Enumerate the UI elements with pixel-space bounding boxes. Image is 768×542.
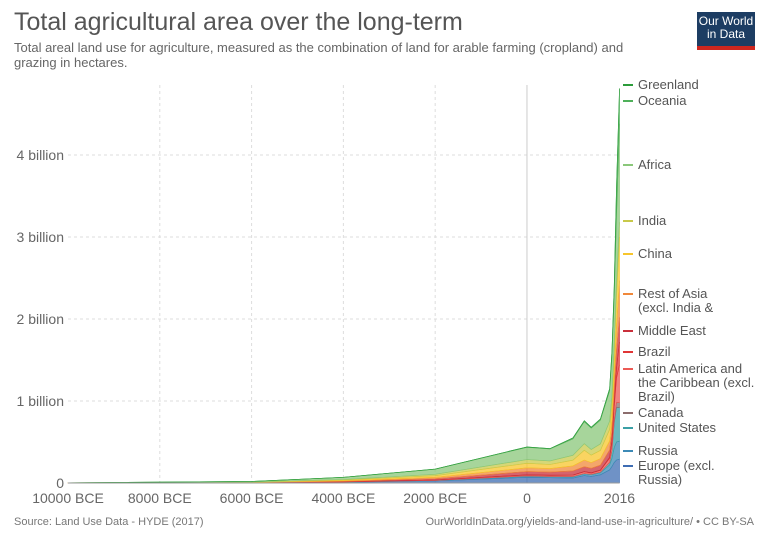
legend-label-line: Middle East bbox=[638, 323, 706, 338]
legend-label-line: Africa bbox=[638, 157, 672, 172]
legend-label-line: China bbox=[638, 246, 673, 261]
legend-label-line: India bbox=[638, 213, 667, 228]
legend-label: Middle East bbox=[638, 323, 706, 338]
legend-label: India bbox=[638, 213, 667, 228]
license-url[interactable]: OurWorldInData.org/yields-and-land-use-i… bbox=[425, 516, 755, 528]
legend-label: United States bbox=[638, 420, 717, 435]
legend-label: Greenland bbox=[638, 77, 699, 92]
legend-label-line: Latin America and bbox=[638, 361, 742, 376]
chart-title: Total agricultural area over the long-te… bbox=[14, 8, 463, 36]
x-tick-label: 6000 BCE bbox=[220, 490, 284, 506]
legend-label: Canada bbox=[638, 405, 684, 420]
axes: 0 1 billion 2 billion 3 billion 4 billion 100… bbox=[17, 147, 636, 506]
legend-label-line: Oceania bbox=[638, 93, 687, 108]
y-tick-label: 3 billion bbox=[17, 229, 64, 245]
stacked-areas bbox=[67, 88, 620, 484]
legend-label-line: Russia bbox=[638, 443, 679, 458]
legend-label-line: Canada bbox=[638, 405, 684, 420]
legend-label-line: Europe (excl. bbox=[638, 458, 715, 473]
area-greenland bbox=[67, 88, 620, 484]
legend-label: China bbox=[638, 246, 673, 261]
legend-label-line: Brazil) bbox=[638, 389, 675, 404]
x-tick-label: 2000 BCE bbox=[403, 490, 467, 506]
legend-label-line: (excl. India & bbox=[638, 300, 713, 315]
legend-label-line: United States bbox=[638, 420, 717, 435]
source-note[interactable]: Source: Land Use Data - HYDE (2017) bbox=[14, 516, 204, 528]
legend-label-line: Brazil bbox=[638, 344, 671, 359]
legend-label: Latin America and the Caribbean (excl. Bra… bbox=[638, 361, 754, 404]
y-tick-label: 4 billion bbox=[17, 147, 64, 163]
gridlines bbox=[68, 85, 620, 483]
legend-label: Russia bbox=[638, 443, 679, 458]
legend-label: Brazil bbox=[638, 344, 671, 359]
owid-logo[interactable]: Our World in Data bbox=[697, 12, 755, 50]
x-tick-label: 10000 BCE bbox=[32, 490, 104, 506]
legend-label-line: Russia) bbox=[638, 472, 682, 487]
legend-label: Rest of Asia (excl. India & bbox=[638, 286, 713, 315]
y-tick-label: 0 bbox=[56, 475, 64, 491]
y-tick-label: 2 billion bbox=[17, 311, 64, 327]
legend-label-line: Greenland bbox=[638, 77, 699, 92]
legend-label: Africa bbox=[638, 157, 672, 172]
legend-label: Europe (excl. Russia) bbox=[638, 458, 715, 487]
legend-label: Oceania bbox=[638, 93, 687, 108]
y-tick-label: 1 billion bbox=[17, 393, 64, 409]
x-tick-label: 2016 bbox=[604, 490, 635, 506]
chart-subtitle: Total areal land use for agriculture, me… bbox=[14, 40, 624, 70]
legend-label-line: the Caribbean (excl. bbox=[638, 375, 754, 390]
legend-label-line: Rest of Asia bbox=[638, 286, 708, 301]
x-tick-label: 8000 BCE bbox=[128, 490, 192, 506]
x-tick-label: 4000 BCE bbox=[311, 490, 375, 506]
x-tick-label: 0 bbox=[523, 490, 531, 506]
